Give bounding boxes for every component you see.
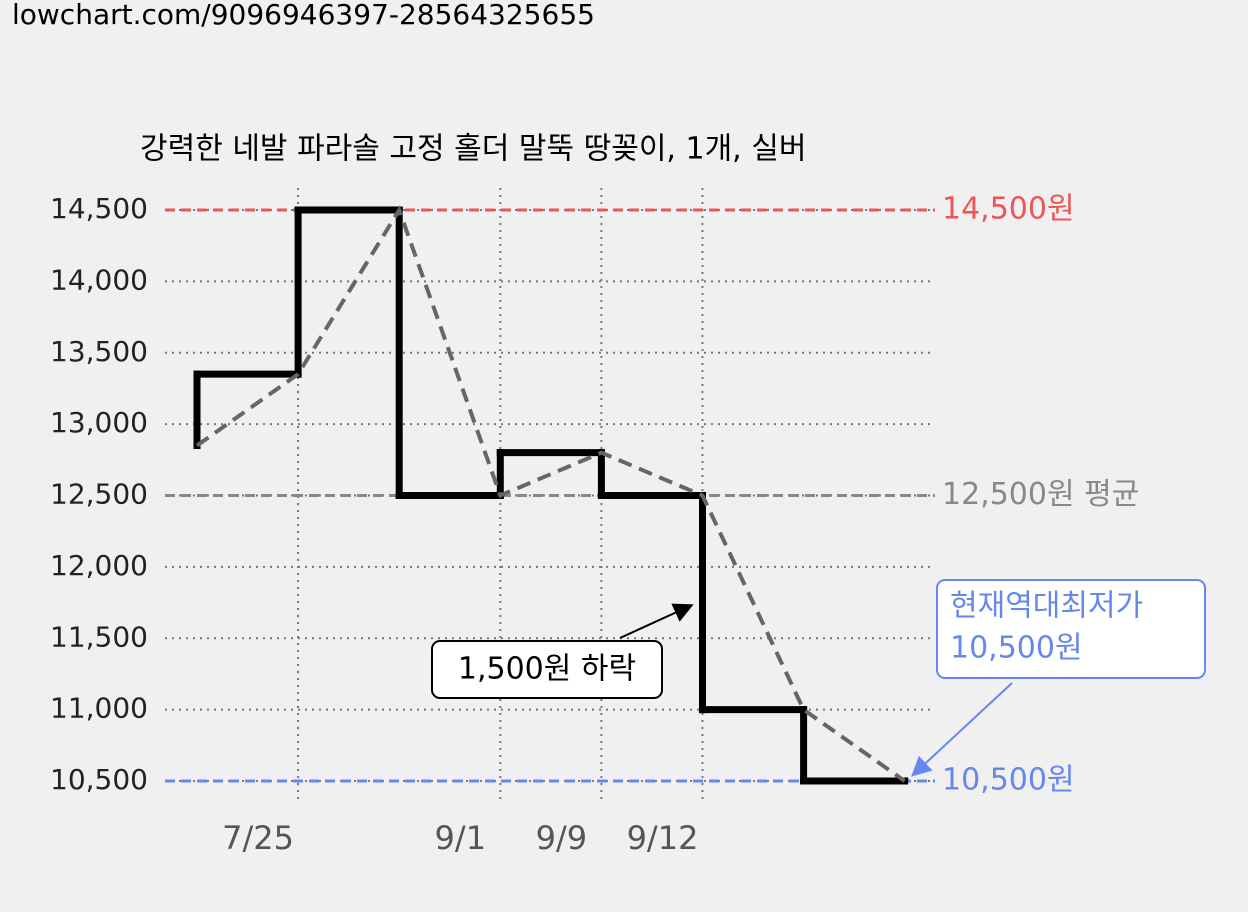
y-tick-label: 13,000 <box>50 406 148 439</box>
annotation-text: 현재역대최저가 <box>950 589 1143 624</box>
annotation-box <box>431 640 663 699</box>
y-tick-label: 10,500 <box>50 763 148 796</box>
chart-title: 강력한 네발 파라솔 고정 홀더 말뚝 땅꽂이, 1개, 실버 <box>140 132 806 167</box>
y-tick-label: 14,000 <box>50 263 148 296</box>
annotation-box <box>936 579 1206 679</box>
y-tick-label: 13,500 <box>50 335 148 368</box>
reference-label: 14,500원 <box>942 192 1075 227</box>
x-tick-label: 7/25 <box>222 819 294 857</box>
y-tick-label: 12,500 <box>50 478 148 511</box>
annotation-text: 10,500원 <box>950 631 1083 666</box>
trend-line <box>195 205 906 783</box>
header-url: lowchart.com/9096946397-28564325655 <box>12 0 595 31</box>
reference-label: 12,500원 평균 <box>942 477 1139 512</box>
x-tick-label: 9/12 <box>627 819 699 857</box>
x-tick-label: 9/9 <box>536 819 588 857</box>
annotation-arrow <box>911 682 1013 777</box>
y-tick-label: 11,000 <box>50 692 148 725</box>
y-tick-label: 12,000 <box>50 549 148 582</box>
annotation-arrow <box>619 603 694 639</box>
reference-label: 10,500원 <box>942 763 1075 798</box>
annotation-text: 1,500원 하락 <box>458 652 636 687</box>
y-tick-label: 14,500 <box>50 192 148 225</box>
x-tick-label: 9/1 <box>435 819 487 857</box>
y-tick-label: 11,500 <box>50 620 148 653</box>
